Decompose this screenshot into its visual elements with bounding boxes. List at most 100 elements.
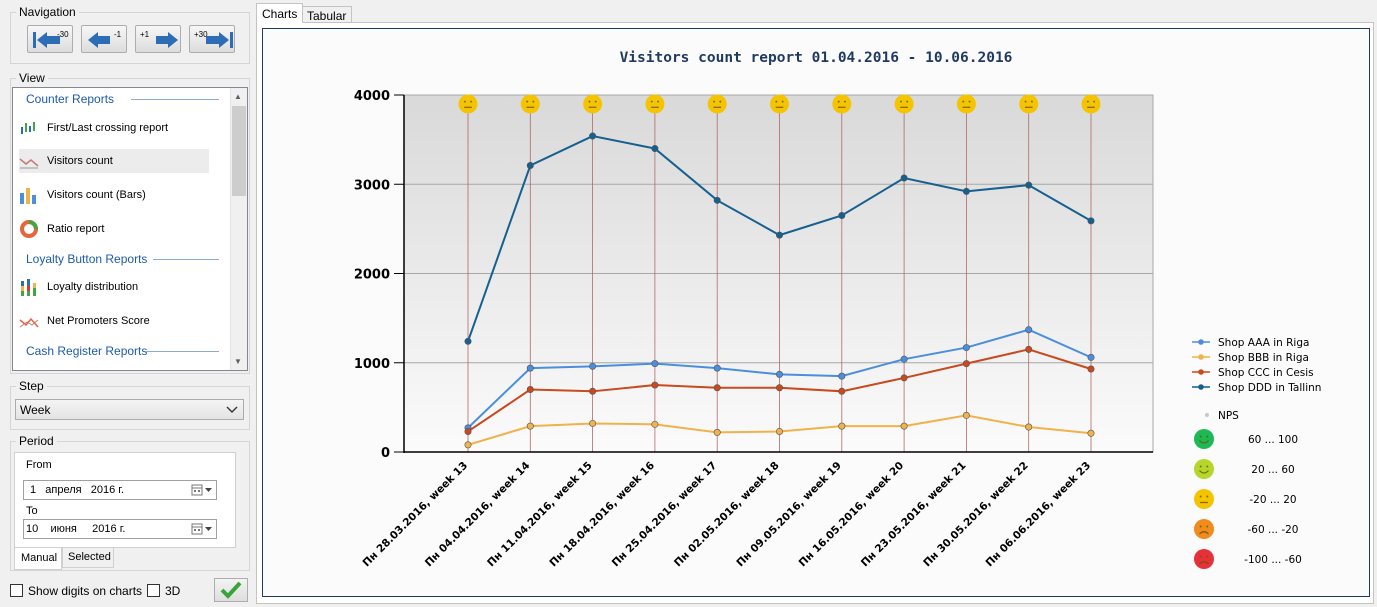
data-point [900,174,908,182]
data-point [651,360,659,368]
to-label: To [26,505,38,517]
scrollbar-thumb[interactable] [232,106,246,196]
data-point [526,364,534,372]
nps-face-icon [1081,94,1101,114]
nps-face-icon-eye [594,100,597,103]
data-point [775,427,783,435]
from-date-value: 1 апреля 2016 г. [30,484,125,496]
y-tick-label: 3000 [354,178,390,193]
nps-face-icon-eye [532,100,535,103]
list-item-label: Visitors count (Bars) [47,189,146,201]
nps-face-icon-eye [837,100,840,103]
nps-range-label: 60 ... 100 [1248,434,1298,446]
nps-face-icon-bg [956,94,976,114]
back-30-button[interactable]: -30 [27,25,73,53]
data-point [838,387,846,395]
data-point [775,231,783,239]
nps-face-icon-bg [645,94,665,114]
apply-button[interactable] [214,578,248,602]
nps-face-icon-bg [832,94,852,114]
scroll-up-icon[interactable]: ▲ [234,92,242,101]
line-chart-icon [19,317,39,328]
tab-tabular[interactable]: Tabular [301,6,353,23]
list-item-net-promoters-score[interactable]: Net Promoters Score [19,309,204,333]
back-1-button[interactable]: -1 [81,25,127,53]
to-date-picker[interactable]: 10 июня 2016 г. [23,519,217,539]
x-tick-label: Пн 18.04.2016, week 16 [547,460,657,570]
show-digits-checkbox[interactable] [10,584,23,597]
nps-legend-face-icon-eye [1199,495,1202,498]
nps-face-icon-eye [1086,100,1089,103]
step-select[interactable]: Week [15,399,244,420]
data-point [838,422,846,430]
list-item-loyalty-distribution[interactable]: Loyalty distribution [19,275,204,299]
from-date-picker[interactable]: 1 апреля 2016 г. [23,480,217,500]
data-point [838,211,846,219]
forward-1-button[interactable]: +1 [135,25,181,53]
list-scrollbar[interactable]: ▲ ▼ [230,88,247,370]
data-point [526,162,534,170]
report-list[interactable]: Counter Reports First/Last crossing repo… [12,87,248,371]
list-item-first-last-crossing[interactable]: First/Last crossing report [19,116,204,140]
visitors-chart: Visitors count report 01.04.2016 - 10.06… [354,50,1322,570]
nps-face-icon-eye [470,100,473,103]
three-d-checkbox[interactable] [147,584,160,597]
nps-face-icon [894,94,914,114]
nps-face-icon [645,94,665,114]
data-point [464,337,472,345]
donut-icon [20,220,38,238]
nps-legend-face-icon-eye [1206,495,1209,498]
list-item-label: Ratio report [47,223,105,235]
nps-legend-marker [1205,413,1209,417]
show-digits-label[interactable]: Show digits on charts [28,584,143,598]
legend-label: Shop BBB in Riga [1218,352,1309,364]
nps-range-label: -20 ... 20 [1249,494,1296,506]
arrow-right-icon [156,32,178,48]
nps-range-label: 20 ... 60 [1251,464,1294,476]
list-item-visitors-count-bars[interactable]: Visitors count (Bars) [19,183,204,207]
tab-selected[interactable]: Selected [62,548,114,568]
calendar-icon[interactable] [191,522,213,536]
data-point [838,372,846,380]
list-item-ratio-report[interactable]: Ratio report [19,217,204,241]
data-point [589,132,597,140]
x-tick-label: Пн 16.05.2016, week 20 [797,460,907,570]
back-30-label: -30 [57,30,69,39]
list-item-label: Visitors count [47,155,113,167]
data-point [713,384,721,392]
arrow-left-icon [88,32,110,48]
nps-legend-face-icon-eye [1206,435,1209,438]
nps-legend-face-icon-mouth [1199,531,1209,535]
tab-charts[interactable]: Charts [256,3,304,23]
nps-legend-face-icon-eye [1206,525,1209,528]
y-tick-label: 2000 [354,268,390,283]
nps-legend-face-icon-mouth [1199,470,1209,474]
y-tick-label: 1000 [354,357,390,372]
nps-face-icon-eye [906,100,909,103]
nps-face-icon [1019,94,1039,114]
data-point [713,364,721,372]
list-item-visitors-count[interactable]: Visitors count [19,149,209,173]
data-point [1087,365,1095,373]
scroll-down-icon[interactable]: ▼ [234,357,242,366]
three-d-label[interactable]: 3D [165,584,181,598]
from-label: From [26,459,52,471]
nps-face-icon-eye [657,100,659,103]
forward-30-button[interactable]: +30 [189,25,235,53]
checkmark-icon [220,581,242,599]
arrow-right-last-icon [206,32,233,48]
y-tick-label: 0 [381,446,390,461]
y-tick-label: 4000 [354,89,390,104]
navigation-group: Navigation [10,5,250,64]
calendar-icon[interactable] [191,483,213,497]
nps-range-label: -60 ... -20 [1248,524,1299,536]
tab-charts-label: Charts [262,7,298,21]
tab-manual[interactable]: Manual [14,548,62,570]
data-point [589,387,597,395]
nps-face-icon-eye [1024,100,1027,103]
nps-face-icon-eye [719,100,722,103]
section-heading-cash-register: Cash Register Reports [26,344,148,358]
data-point [713,196,721,204]
line-chart-icon [19,158,39,169]
x-tick-label: Пн 11.04.2016, week 15 [485,460,595,570]
